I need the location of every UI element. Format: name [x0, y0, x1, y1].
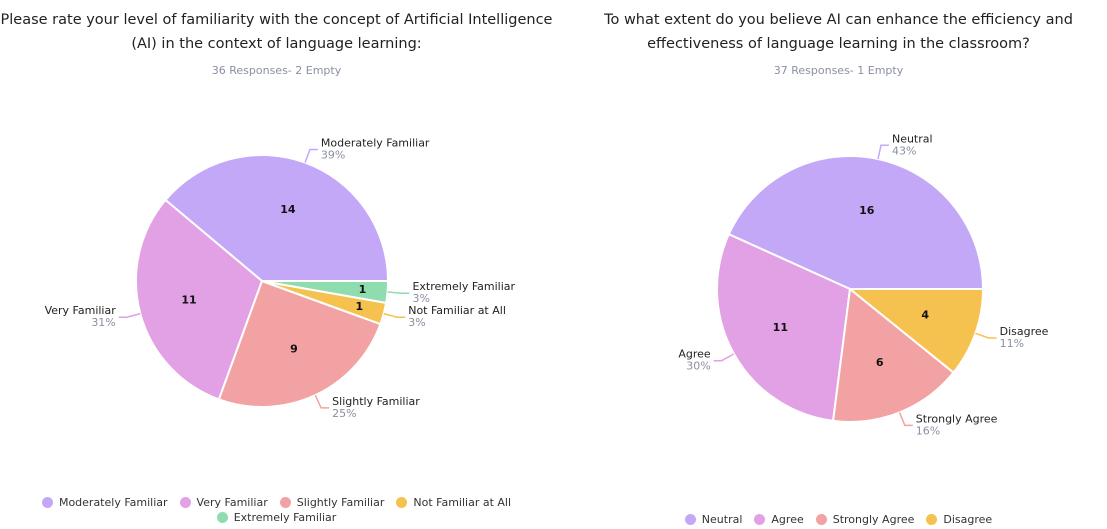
pie-slice	[727, 155, 985, 290]
legend-item: Moderately Familiar	[41, 496, 168, 509]
slice-label: Disagree	[1000, 325, 1049, 338]
chart-panel: Please rate your level of familiarity wi…	[0, 0, 553, 529]
legend-label: Slightly Familiar	[296, 496, 385, 509]
chart-subtitle: 36 Responses- 2 Empty	[211, 64, 342, 77]
chart-title: To what extent do you believe AI can enh…	[604, 12, 1073, 52]
legend-label: Neutral	[701, 513, 743, 526]
legend-swatch	[216, 512, 228, 523]
slice-count: 4	[921, 309, 929, 322]
slice-percent: 11%	[1000, 337, 1024, 350]
legend-label: Disagree	[943, 513, 993, 526]
legend-item: Neutral	[684, 513, 743, 526]
slice-count: 9	[290, 343, 298, 356]
pie-slice	[164, 154, 390, 282]
slice-label: Agree	[678, 348, 711, 361]
slice-percent: 3%	[408, 316, 425, 329]
leader-line	[877, 144, 889, 160]
chart-subtitle: 37 Responses- 1 Empty	[773, 64, 904, 77]
legend-swatch	[684, 514, 696, 525]
legend-swatch	[41, 497, 53, 508]
legend-label: Very Familiar	[196, 496, 268, 509]
slice-label: Moderately Familiar	[321, 136, 430, 149]
legend-item: Not Familiar at All	[396, 496, 511, 509]
slice-count: 6	[876, 356, 884, 369]
slice-percent: 30%	[686, 360, 710, 373]
slice-count: 14	[280, 203, 296, 216]
slice-label: Not Familiar at All	[408, 304, 506, 317]
chart-title: Please rate your level of familiarity wi…	[0, 12, 553, 52]
legend-label: Not Familiar at All	[413, 496, 512, 509]
legend-item: Agree	[754, 513, 804, 526]
leader-line	[898, 412, 913, 427]
legend-item: Extremely Familiar	[216, 511, 337, 524]
leader-line	[383, 312, 406, 318]
legend: Neutral Agree Strongly Agree Disagree	[570, 513, 1107, 526]
legend-swatch	[815, 514, 827, 525]
pie-slice	[831, 287, 955, 423]
slice-count: 11	[773, 321, 788, 334]
legend-swatch	[179, 497, 191, 508]
legend-item: Slightly Familiar	[279, 496, 385, 509]
legend-item: Strongly Agree	[815, 513, 915, 526]
slice-count: 1	[356, 300, 364, 313]
slice-percent: 39%	[321, 148, 345, 161]
slice-count: 1	[359, 283, 367, 296]
leader-line	[713, 353, 735, 362]
slice-percent: 31%	[91, 316, 115, 329]
legend-swatch	[396, 497, 408, 508]
slice-label: Strongly Agree	[916, 412, 998, 425]
slice-count: 16	[859, 204, 875, 217]
legend-swatch	[754, 514, 766, 525]
pie-slice	[716, 232, 852, 423]
slice-percent: 3%	[412, 292, 429, 305]
pie-slice	[217, 279, 382, 408]
legend-label: Strongly Agree	[832, 513, 915, 526]
legend-item: Very Familiar	[179, 496, 268, 509]
legend-item: Disagree	[926, 513, 992, 526]
slice-count: 11	[181, 294, 196, 307]
legend-swatch	[926, 514, 938, 525]
leader-line	[304, 148, 318, 163]
slice-label: Neutral	[892, 132, 933, 145]
legend-swatch	[279, 497, 291, 508]
slice-percent: 25%	[332, 407, 356, 420]
leader-line	[118, 312, 141, 318]
leader-line	[387, 291, 410, 294]
chart-panel: To what extent do you believe AI can enh…	[570, 0, 1107, 529]
slice-label: Extremely Familiar	[412, 280, 515, 293]
slice-percent: 16%	[916, 424, 940, 437]
slice-label: Slightly Familiar	[332, 395, 420, 408]
leader-line	[975, 332, 997, 339]
slice-percent: 43%	[892, 144, 916, 157]
legend-label: Extremely Familiar	[233, 511, 337, 524]
slice-label: Very Familiar	[45, 304, 117, 317]
legend: Moderately Familiar Very Familiar Slightly…	[0, 496, 553, 524]
legend-label: Agree	[771, 513, 804, 526]
leader-line	[314, 394, 330, 409]
legend-label: Moderately Familiar	[58, 496, 168, 509]
